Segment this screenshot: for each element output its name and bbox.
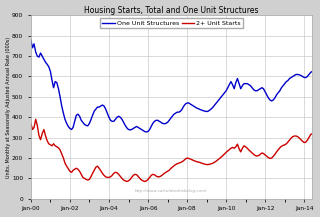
Line: 2+ Unit Starts: 2+ Unit Starts: [31, 119, 320, 181]
Line: One Unit Structures: One Unit Structures: [31, 40, 320, 132]
Title: Housing Starts, Total and One Unit Structures: Housing Starts, Total and One Unit Struc…: [84, 6, 259, 15]
Legend: One Unit Structures, 2+ Unit Starts: One Unit Structures, 2+ Unit Starts: [100, 18, 243, 28]
Text: http://www.calculatedriskblog.com/: http://www.calculatedriskblog.com/: [135, 189, 208, 193]
Y-axis label: Units, Monthly at Seasonally Adjusted Annual Rate (000s): Units, Monthly at Seasonally Adjusted An…: [5, 36, 11, 178]
